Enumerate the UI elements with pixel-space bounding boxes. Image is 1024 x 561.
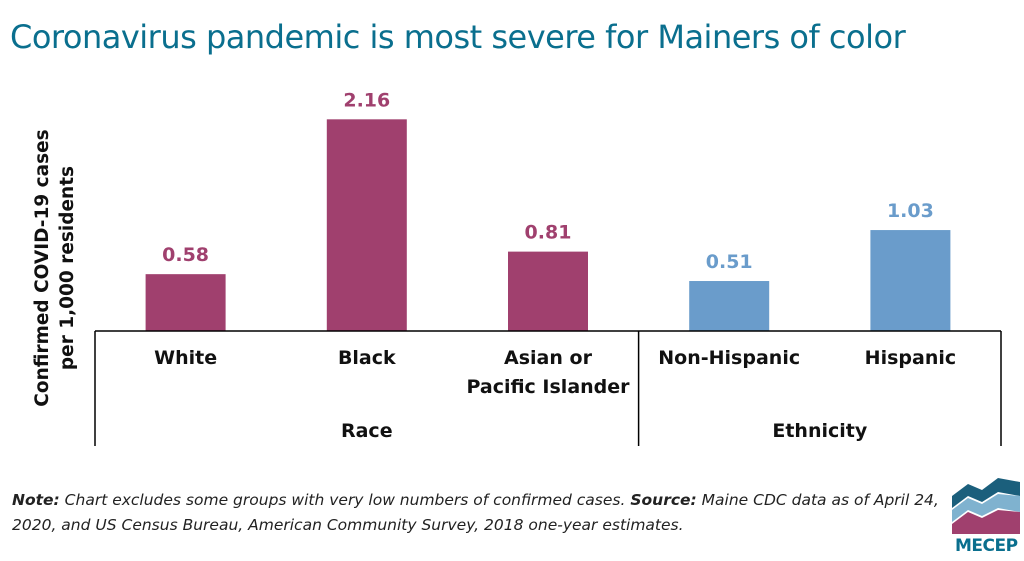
y-axis-label: Confirmed COVID-19 cases per 1,000 reside… — [32, 129, 78, 406]
note-label: Note: — [12, 491, 60, 509]
category-label: Hispanic — [865, 347, 956, 369]
note-text: Chart excludes some groups with very low… — [59, 491, 631, 509]
category-label: Black — [338, 347, 396, 369]
source-text: Maine CDC data as of April 24, 2020, and… — [12, 491, 939, 534]
value-labels-layer: 0.58 2.16 0.81 0.51 1.03 — [162, 89, 934, 273]
axes-layer — [94, 330, 1002, 446]
bar-chart: Confirmed COVID-19 cases per 1,000 reside… — [32, 89, 1002, 446]
category-label: Non-Hispanic — [658, 347, 800, 369]
data-label: 0.51 — [706, 251, 753, 273]
group-label: Ethnicity — [772, 420, 867, 442]
bar — [326, 119, 407, 331]
source-label: Source: — [630, 491, 697, 509]
category-label: White — [154, 347, 217, 369]
bar — [145, 274, 226, 331]
bar — [689, 281, 770, 331]
y-axis-label-line: per 1,000 residents — [57, 166, 78, 370]
category-labels-layer: White Black Asian or Pacific Islander Non-Hi… — [154, 347, 956, 398]
bar — [870, 230, 951, 331]
category-label: Pacific Islander — [466, 376, 630, 398]
bar — [508, 251, 588, 331]
mountain-waves-logo-icon — [952, 478, 1020, 534]
category-label: Asian or — [504, 347, 593, 369]
data-label: 0.81 — [525, 222, 572, 244]
logo-text: MECEP — [955, 536, 1018, 556]
data-label: 0.58 — [162, 244, 209, 266]
group-label: Race — [341, 420, 393, 442]
group-labels-layer: Race Ethnicity — [341, 420, 868, 442]
y-axis-label-line: Confirmed COVID-19 cases — [32, 129, 53, 406]
footnote: Note: Chart excludes some groups with ve… — [12, 488, 942, 538]
bars-layer — [145, 119, 951, 331]
data-label: 1.03 — [887, 200, 934, 222]
data-label: 2.16 — [343, 89, 390, 111]
chart-title: Coronavirus pandemic is most severe for … — [10, 18, 906, 56]
